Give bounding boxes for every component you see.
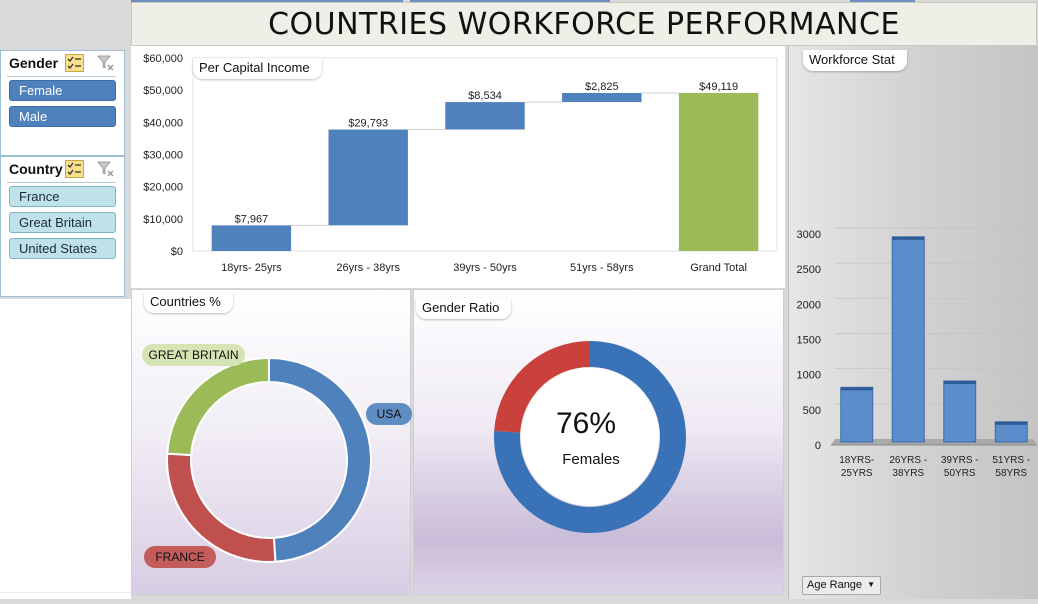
clear-filter-icon[interactable]: [97, 55, 115, 71]
donut-slice[interactable]: [268, 356, 372, 563]
x-tick-label: 51YRS -: [992, 455, 1030, 466]
x-tick-label: 39YRS -: [941, 455, 979, 466]
y-tick-label: 1500: [797, 335, 821, 347]
countries-donut-svg: USA FRANCE GREAT BRITAIN: [142, 344, 412, 568]
data-label-pill: [142, 344, 245, 366]
bar[interactable]: [211, 225, 292, 251]
y-tick-label: 0: [815, 440, 821, 452]
x-tick-label: 25YRS: [841, 468, 873, 479]
x-tick-label: 26yrs - 38yrs: [336, 262, 400, 274]
x-tick-label: 26YRS -: [889, 455, 927, 466]
spreadsheet-area: [0, 299, 131, 599]
bar[interactable]: [994, 421, 1028, 443]
y-tick-label: $0: [171, 246, 183, 258]
gender-donut-svg: 76% Females: [494, 341, 686, 533]
chart-title: Workforce Stat: [803, 50, 907, 71]
data-label: FRANCE: [155, 550, 204, 564]
slicer-item-united-states[interactable]: United States: [9, 238, 116, 259]
y-tick-label: $40,000: [143, 117, 183, 129]
y-tick-label: 2000: [797, 299, 821, 311]
y-tick-label: $20,000: [143, 182, 183, 194]
slicer-item-great-britain[interactable]: Great Britain: [9, 212, 116, 233]
data-label: $29,793: [348, 118, 388, 130]
x-tick-label: 39yrs - 50yrs: [453, 262, 517, 274]
data-label: $49,119: [699, 81, 738, 93]
bar[interactable]: [840, 386, 874, 443]
y-tick-label: 500: [803, 405, 821, 417]
bar-top: [892, 236, 925, 240]
country-slicer-header: Country: [9, 161, 63, 177]
chart-floor: [831, 439, 1037, 445]
workforce-stat-svg: 0 500 1000 1500 2000 2500 3000 18YRS- 25YRS 26YR…: [797, 227, 1037, 479]
bar[interactable]: [562, 93, 642, 103]
data-label: USA: [377, 407, 402, 421]
clear-filter-icon[interactable]: [97, 161, 115, 177]
y-tick-label: $30,000: [143, 150, 183, 162]
workforce-stat-chart[interactable]: 0 500 1000 1500 2000 2500 3000 18YRS- 25YRS 26YR…: [788, 46, 1038, 599]
dashboard-title-banner: COUNTRIES WORKFORCE PERFORMANCE: [131, 2, 1037, 46]
bar-top: [840, 387, 873, 391]
donut-slice[interactable]: [166, 452, 277, 563]
y-tick-label: 2500: [797, 264, 821, 276]
countries-percent-chart[interactable]: USA FRANCE GREAT BRITAIN Countries %: [131, 289, 412, 595]
bar[interactable]: [891, 236, 925, 443]
chart-title: Per Capital Income: [193, 58, 322, 79]
y-tick-label: $60,000: [143, 53, 183, 65]
donut-slice[interactable]: [494, 341, 590, 433]
y-tick-label: 1000: [797, 370, 821, 382]
top-strip-right: [410, 0, 610, 3]
chart-title: Gender Ratio: [416, 298, 512, 319]
slicer-item-male[interactable]: Male: [9, 106, 116, 127]
data-label: $7,967: [235, 213, 269, 225]
x-tick-label: 18yrs- 25yrs: [221, 262, 282, 274]
slicer-header-divider: [7, 182, 116, 183]
x-tick-label: 50YRS: [944, 468, 976, 479]
bar[interactable]: [943, 380, 977, 443]
chart-title: Countries %: [144, 292, 233, 313]
x-tick-label: 51yrs - 58yrs: [570, 262, 634, 274]
gender-slicer-header: Gender: [9, 55, 59, 71]
x-tick-label: Grand Total: [690, 262, 747, 274]
top-strip-left: [131, 0, 403, 3]
slicer-item-france[interactable]: France: [9, 186, 116, 207]
bar-top: [943, 380, 976, 384]
donut-slice[interactable]: [166, 356, 270, 457]
gender-slicer: Gender Female Male: [0, 50, 125, 156]
center-label: Females: [562, 451, 620, 468]
bar[interactable]: [445, 102, 525, 130]
age-range-field-button[interactable]: Age Range ▼: [802, 576, 882, 595]
dropdown-arrow-icon: ▼: [867, 580, 876, 589]
y-tick-label: 3000: [797, 229, 821, 241]
field-button-label: Age Range: [807, 579, 863, 591]
center-value: 76%: [556, 407, 616, 440]
bar[interactable]: [678, 93, 759, 251]
slicer-item-female[interactable]: Female: [9, 80, 116, 101]
slicer-header-divider: [7, 76, 116, 77]
multi-select-icon[interactable]: [65, 160, 84, 178]
data-label-pill: [366, 403, 412, 425]
donut-hole: [521, 368, 659, 506]
y-tick-label: $10,000: [143, 214, 183, 226]
y-axis: $0 $10,000 $20,000 $30,000 $40,000 $50,000 $60…: [143, 53, 183, 258]
data-label: $8,534: [468, 90, 502, 102]
bar[interactable]: [328, 129, 408, 226]
country-slicer: Country France Great Britain United Stat…: [0, 156, 125, 297]
x-tick-label: 38YRS: [892, 468, 924, 479]
data-label: $2,825: [585, 81, 619, 93]
x-tick-label: 58YRS: [995, 468, 1027, 479]
data-label: GREAT BRITAIN: [148, 348, 238, 362]
per-capita-income-svg: $0 $10,000 $20,000 $30,000 $40,000 $50,000 $60…: [143, 53, 778, 274]
dashboard-title: COUNTRIES WORKFORCE PERFORMANCE: [268, 7, 900, 42]
multi-select-icon[interactable]: [65, 54, 84, 72]
gender-ratio-chart[interactable]: 76% Females Gender Ratio: [413, 289, 784, 595]
bar-top: [995, 421, 1028, 425]
top-strip-right2: [850, 0, 915, 3]
data-label-pill: [144, 546, 216, 568]
y-tick-label: $50,000: [143, 85, 183, 97]
x-tick-label: 18YRS-: [839, 455, 874, 466]
plot-area: [192, 57, 778, 252]
per-capita-income-chart[interactable]: $0 $10,000 $20,000 $30,000 $40,000 $50,000 $60…: [131, 46, 785, 288]
